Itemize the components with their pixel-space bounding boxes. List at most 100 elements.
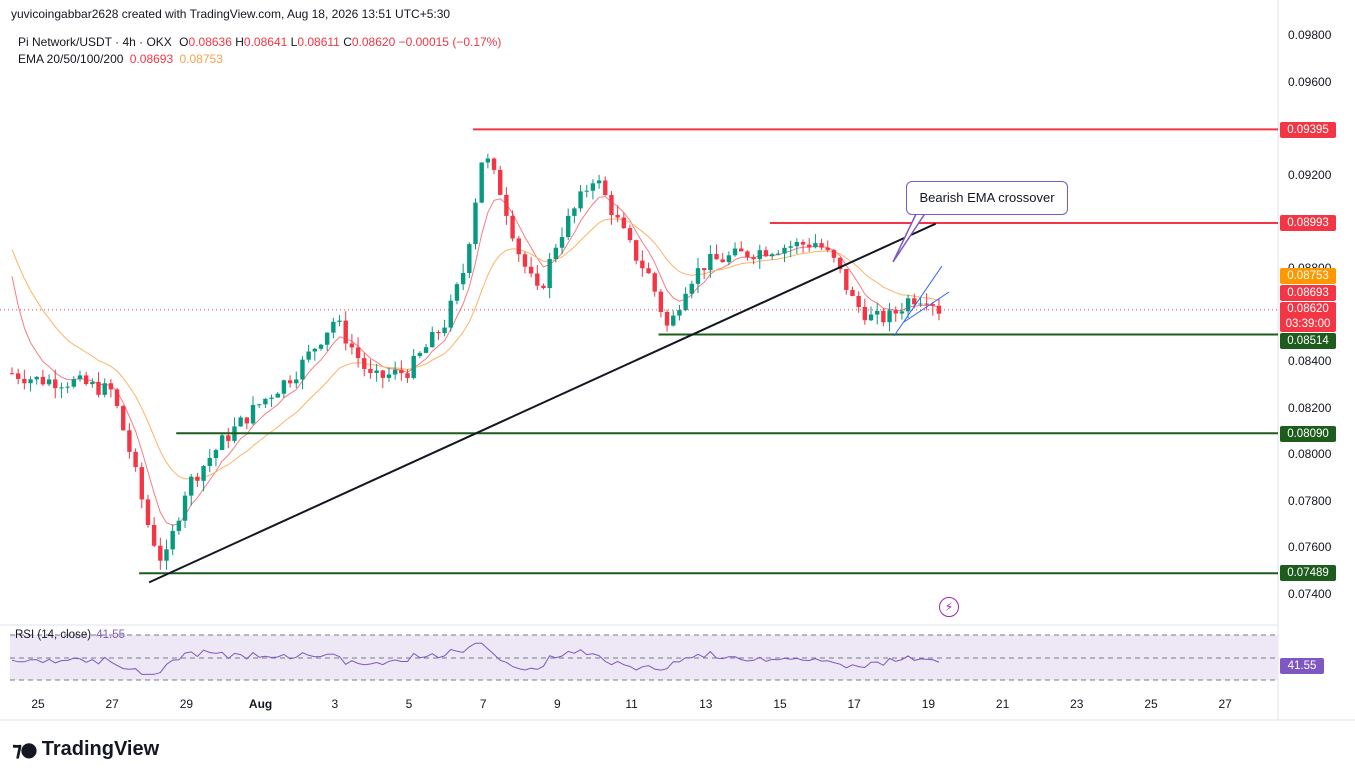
drawings (148, 211, 950, 584)
candle-body (380, 370, 385, 378)
candle-body (306, 351, 311, 360)
candle-body (40, 376, 46, 385)
candle-body (53, 379, 58, 389)
candle-body (337, 320, 342, 322)
horizontal-levels (0, 128, 1278, 575)
candle-body (788, 246, 793, 248)
ema-slow-value: 0.08753 (179, 52, 223, 66)
price-change: −0.00015 (−0.17%) (398, 35, 502, 49)
price-tick-label: 0.08400 (1288, 354, 1332, 369)
candle-body (640, 260, 645, 269)
tag-ema-fast: 0.08693 (1280, 285, 1336, 301)
candle-body (491, 158, 497, 170)
candle-body (572, 208, 577, 216)
candle-body (430, 332, 435, 348)
candle-body (658, 291, 664, 312)
candle-body (683, 293, 688, 311)
candle-body (726, 255, 732, 263)
candle-body (219, 435, 225, 451)
candle-body (603, 180, 608, 196)
price-tick-label: 0.07400 (1288, 587, 1332, 601)
ohlc-close: 0.08620 (351, 35, 396, 49)
candle-body (745, 251, 750, 258)
candlesticks (9, 153, 942, 570)
candle-body (442, 327, 447, 334)
candle-body (627, 228, 633, 241)
candle-body (720, 259, 725, 263)
candle-body (46, 379, 52, 385)
time-tick-label: Aug (248, 697, 273, 711)
candle-body (108, 383, 114, 390)
candle-body (281, 380, 287, 394)
candle-body (195, 476, 200, 481)
symbol-legend[interactable]: Pi Network/USDT · 4h · OKX O0.08636 H0.0… (18, 35, 501, 49)
price-tick-label: 0.09600 (1288, 74, 1332, 89)
candle-body (28, 379, 33, 384)
candle-body (924, 303, 929, 305)
candle-body (739, 248, 744, 252)
candle-body (151, 525, 157, 546)
candle-body (269, 397, 274, 399)
candle-body (324, 332, 330, 345)
ema-legend[interactable]: EMA 20/50/100/200 0.08693 0.08753 (18, 52, 223, 66)
channel-line (903, 291, 950, 323)
time-tick-label: 7 (479, 697, 487, 711)
candle-body (825, 247, 830, 251)
candle-body (349, 343, 355, 348)
candle-body (875, 310, 880, 315)
candle-body (510, 215, 515, 239)
candle-body (708, 254, 713, 271)
candle-body (516, 238, 521, 255)
trendline (148, 222, 937, 584)
candle-body (257, 404, 262, 406)
candle-body (671, 315, 676, 326)
candle-body (794, 242, 800, 247)
candle-body (399, 369, 404, 374)
candle-body (807, 244, 812, 248)
lightning-icon[interactable]: ⚡ (939, 597, 959, 617)
candle-body (263, 398, 268, 405)
tradingview-logo[interactable]: ⁊● TradingView (12, 737, 159, 761)
candle-body (615, 215, 620, 218)
candle-body (182, 495, 188, 521)
time-tick-label: 19 (921, 697, 936, 711)
candle-body (189, 476, 194, 496)
candle-body (664, 311, 670, 326)
time-tick-label: 27 (1218, 697, 1232, 711)
candle-body (96, 381, 101, 395)
candle-body (436, 332, 441, 334)
candle-body (837, 257, 843, 270)
rsi-legend[interactable]: RSI (14, close) 41.55 (15, 629, 125, 641)
price-tick-label: 0.09800 (1288, 28, 1332, 42)
candle-body (250, 405, 256, 424)
time-tick-label: 9 (554, 697, 561, 711)
candle-body (34, 376, 39, 380)
bar-countdown: 03:39:00 (1285, 318, 1331, 330)
candle-body (158, 545, 163, 561)
candle-body (343, 320, 348, 344)
time-tick-label: 29 (179, 697, 194, 711)
candle-body (547, 259, 552, 289)
candle-body (170, 530, 175, 550)
candle-body (862, 306, 868, 321)
candle-body (751, 257, 756, 260)
candle-body (936, 305, 942, 314)
candle-body (114, 389, 120, 407)
candle-body (905, 298, 911, 312)
candle-body (90, 381, 95, 385)
candle-body (411, 355, 416, 379)
candle-body (121, 406, 126, 431)
tag-last-price: 0.08620 03:39:00 (1280, 302, 1336, 332)
ohlc-close-label: C (343, 35, 352, 49)
annotation-callout[interactable]: Bearish EMA crossover (906, 181, 1068, 215)
candle-body (368, 368, 373, 373)
ohlc-low-label: L (290, 35, 298, 49)
rsi-line (11, 642, 940, 675)
ema-fast-value: 0.08693 (129, 52, 174, 66)
candle-body (133, 451, 138, 468)
candle-body (596, 180, 602, 184)
ema-slow-line (11, 218, 940, 480)
candle-body (15, 373, 21, 379)
candle-body (473, 202, 478, 245)
